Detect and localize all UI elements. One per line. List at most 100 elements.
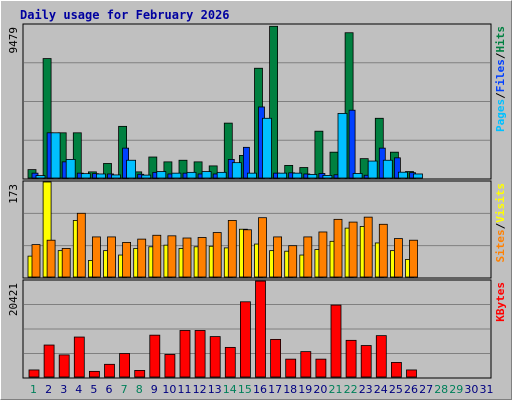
bar-kbytes-day-12 [194, 330, 206, 378]
legend-entry: Pages [494, 99, 507, 132]
bar-pages-day-4 [80, 173, 91, 179]
bar-sites-day-14 [227, 220, 237, 278]
y-max-label: 9479 [7, 27, 20, 54]
bar-sites-day-8 [137, 238, 147, 278]
bar-sites-day-15 [242, 229, 252, 278]
x-tick-label-day-14: 14 [223, 383, 237, 396]
bar-pages-day-9 [156, 171, 167, 179]
x-tick-label-day-19: 19 [298, 383, 312, 396]
bar-sites-day-24 [378, 223, 388, 278]
bar-pages-day-25 [397, 171, 408, 179]
bar-sites-day-21 [333, 218, 343, 278]
bar-pages-day-20 [322, 175, 333, 179]
legend-entry: Files [494, 59, 507, 92]
bar-kbytes-day-14 [224, 346, 236, 378]
bar-pages-day-23 [367, 160, 378, 179]
x-tick-label-day-27: 27 [419, 383, 433, 396]
bar-sites-day-13 [212, 232, 222, 278]
x-tick-label-day-4: 4 [75, 383, 82, 396]
x-tick-label-day-13: 13 [208, 383, 222, 396]
legend-entry: KBytes [494, 282, 507, 322]
bar-sites-day-2 [46, 239, 56, 278]
bar-pages-day-21 [337, 113, 348, 179]
bar-pages-day-22 [352, 173, 363, 179]
bar-kbytes-day-3 [58, 354, 70, 378]
x-tick-label-day-10: 10 [162, 383, 176, 396]
bar-sites-day-20 [318, 231, 328, 278]
x-tick-label-day-11: 11 [178, 383, 192, 396]
bar-kbytes-day-25 [390, 362, 402, 378]
x-tick-label-day-2: 2 [45, 383, 52, 396]
x-tick-label-day-15: 15 [238, 383, 252, 396]
bar-pages-day-16 [262, 117, 272, 179]
bar-files-day-25 [393, 157, 401, 179]
bar-files-day-22 [348, 109, 356, 179]
legend: Pages/Files/Hits [494, 26, 507, 132]
bar-sites-day-6 [107, 236, 116, 278]
bar-sites-day-10 [167, 235, 177, 278]
x-tick-label-day-30: 30 [464, 383, 478, 396]
bar-sites-day-9 [152, 234, 162, 278]
bar-kbytes-day-23 [360, 345, 372, 378]
bar-sites-day-25 [393, 238, 403, 278]
bar-pages-day-14 [231, 162, 242, 179]
bar-pages-day-11 [186, 171, 197, 179]
x-tick-label-day-5: 5 [90, 383, 97, 396]
bar-kbytes-day-8 [134, 370, 146, 378]
bar-pages-day-15 [246, 172, 257, 179]
bar-kbytes-day-4 [73, 336, 85, 378]
bar-kbytes-day-13 [209, 336, 221, 378]
x-tick-label-day-18: 18 [283, 383, 297, 396]
bar-files-day-15 [242, 146, 250, 179]
x-tick-label-day-3: 3 [60, 383, 67, 396]
bar-pages-day-10 [171, 172, 182, 179]
bar-pages-day-7 [126, 159, 136, 179]
bar-pages-day-6 [111, 174, 121, 179]
bar-pages-day-13 [216, 171, 227, 179]
x-tick-label-day-26: 26 [404, 383, 418, 396]
panel-kbytes: 20421 KBytes [7, 279, 507, 379]
bar-kbytes-day-21 [330, 304, 342, 378]
bar-kbytes-day-5 [89, 370, 100, 378]
x-tick-label-day-25: 25 [389, 383, 403, 396]
x-tick-label-day-22: 22 [344, 383, 358, 396]
bar-pages-day-18 [292, 172, 303, 179]
bar-kbytes-day-9 [149, 334, 161, 378]
x-tick-label-day-24: 24 [374, 383, 388, 396]
legend: Sites/Visits [494, 183, 507, 263]
bar-pages-day-17 [277, 172, 288, 179]
x-tick-label-day-28: 28 [434, 383, 448, 396]
x-tick-label-day-1: 1 [30, 383, 37, 396]
x-tick-label-day-20: 20 [313, 383, 327, 396]
bar-kbytes-day-24 [375, 335, 387, 378]
x-tick-label-day-8: 8 [136, 383, 143, 396]
y-max-label: 173 [7, 184, 20, 204]
bar-sites-day-3 [61, 248, 71, 278]
panel-visits-sites: 173 Sites/Visits [7, 180, 507, 279]
chart-title: Daily usage for February 2026 [20, 8, 230, 22]
chart-panels: 9479 Pages/Files/Hits 173 Sites/Visits 20421… [7, 23, 507, 379]
x-tick-label-day-17: 17 [268, 383, 282, 396]
bar-kbytes-day-10 [164, 354, 176, 378]
legend-entry: Hits [494, 26, 507, 53]
bar-hits-day-21 [329, 151, 339, 179]
panel-hits-files-pages: 9479 Pages/Files/Hits [7, 23, 507, 180]
bar-kbytes-day-1 [28, 369, 40, 378]
x-tick-label-day-16: 16 [253, 383, 267, 396]
bar-pages-day-5 [96, 173, 106, 179]
bar-kbytes-day-20 [315, 358, 327, 378]
x-tick-label-day-12: 12 [193, 383, 207, 396]
x-tick-label-day-7: 7 [121, 383, 128, 396]
bar-kbytes-day-22 [345, 339, 357, 378]
bar-sites-day-18 [288, 245, 298, 278]
bar-kbytes-day-11 [179, 330, 191, 378]
bar-sites-day-7 [122, 242, 131, 278]
bar-sites-day-4 [76, 212, 86, 278]
bar-hits-day-20 [314, 130, 324, 179]
bar-pages-day-2 [50, 132, 61, 179]
bar-sites-day-17 [273, 236, 283, 278]
bar-kbytes-day-17 [270, 338, 282, 378]
y-max-label: 20421 [7, 283, 20, 316]
bar-pages-day-24 [382, 159, 393, 179]
bar-sites-day-1 [31, 244, 41, 278]
